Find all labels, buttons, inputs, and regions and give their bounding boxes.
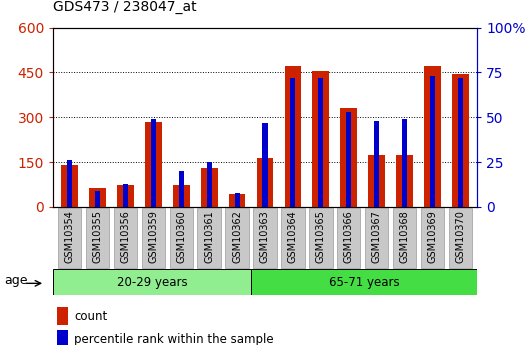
- FancyBboxPatch shape: [170, 208, 193, 268]
- FancyBboxPatch shape: [142, 208, 165, 268]
- Bar: [151, 119, 156, 207]
- FancyBboxPatch shape: [365, 208, 388, 268]
- Text: count: count: [74, 309, 108, 323]
- FancyBboxPatch shape: [393, 208, 416, 268]
- Text: GSM10368: GSM10368: [400, 210, 410, 263]
- FancyBboxPatch shape: [251, 269, 477, 295]
- Bar: [285, 67, 301, 207]
- Bar: [312, 71, 329, 207]
- Bar: [229, 194, 245, 207]
- Text: GSM10363: GSM10363: [260, 210, 270, 263]
- Bar: [402, 119, 407, 207]
- Text: GSM10366: GSM10366: [343, 210, 354, 263]
- Bar: [57, 307, 68, 325]
- Bar: [57, 331, 68, 345]
- Bar: [424, 67, 441, 207]
- Bar: [123, 184, 128, 207]
- Bar: [396, 155, 413, 207]
- Text: 20-29 years: 20-29 years: [117, 276, 187, 288]
- FancyBboxPatch shape: [281, 208, 305, 268]
- Text: GDS473 / 238047_at: GDS473 / 238047_at: [53, 0, 197, 14]
- FancyBboxPatch shape: [53, 269, 251, 295]
- Bar: [235, 193, 240, 207]
- Bar: [145, 122, 162, 207]
- Bar: [173, 185, 190, 207]
- FancyBboxPatch shape: [421, 208, 444, 268]
- Text: GSM10367: GSM10367: [372, 210, 382, 263]
- Bar: [452, 74, 469, 207]
- Text: GSM10354: GSM10354: [65, 210, 75, 263]
- Bar: [458, 78, 463, 207]
- Bar: [201, 168, 218, 207]
- Text: GSM10359: GSM10359: [148, 210, 158, 263]
- Bar: [89, 188, 106, 207]
- Text: GSM10364: GSM10364: [288, 210, 298, 263]
- FancyBboxPatch shape: [225, 208, 249, 268]
- Bar: [179, 171, 184, 207]
- Bar: [95, 191, 100, 207]
- Text: GSM10369: GSM10369: [427, 210, 437, 263]
- Bar: [117, 185, 134, 207]
- Text: GSM10370: GSM10370: [455, 210, 465, 263]
- Text: GSM10360: GSM10360: [176, 210, 187, 263]
- FancyBboxPatch shape: [198, 208, 221, 268]
- FancyBboxPatch shape: [309, 208, 332, 268]
- Bar: [430, 76, 435, 207]
- Bar: [368, 155, 385, 207]
- FancyBboxPatch shape: [58, 208, 82, 268]
- FancyBboxPatch shape: [253, 208, 277, 268]
- Text: GSM10362: GSM10362: [232, 210, 242, 263]
- Text: GSM10365: GSM10365: [316, 210, 326, 263]
- Text: GSM10361: GSM10361: [204, 210, 214, 263]
- Bar: [61, 165, 78, 207]
- Bar: [319, 78, 323, 207]
- Bar: [374, 121, 379, 207]
- FancyBboxPatch shape: [448, 208, 472, 268]
- Text: GSM10356: GSM10356: [120, 210, 130, 263]
- FancyBboxPatch shape: [114, 208, 137, 268]
- Bar: [290, 78, 295, 207]
- Bar: [67, 160, 72, 207]
- Text: percentile rank within the sample: percentile rank within the sample: [74, 333, 274, 345]
- Bar: [262, 123, 268, 207]
- Bar: [207, 162, 211, 207]
- FancyBboxPatch shape: [86, 208, 109, 268]
- Text: GSM10355: GSM10355: [93, 210, 103, 263]
- Bar: [257, 158, 273, 207]
- FancyBboxPatch shape: [337, 208, 360, 268]
- Bar: [346, 112, 351, 207]
- Text: 65-71 years: 65-71 years: [329, 276, 399, 288]
- Text: age: age: [4, 274, 28, 287]
- Bar: [340, 108, 357, 207]
